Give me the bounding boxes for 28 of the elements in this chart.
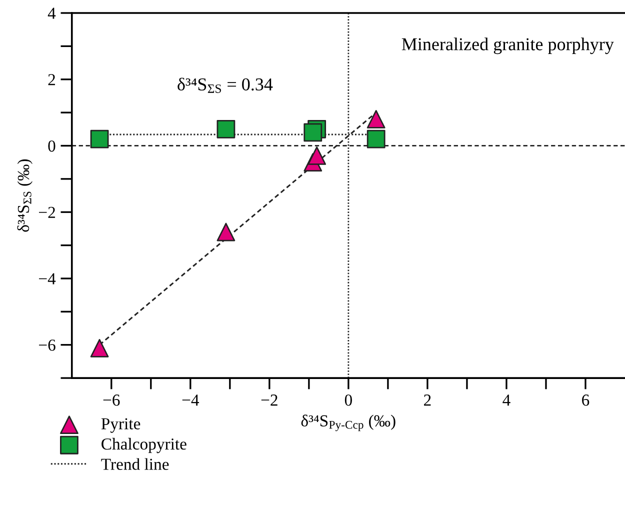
x-tick-label: 0 — [344, 394, 352, 406]
x-tick-label: −6 — [103, 394, 120, 406]
legend-label: Pyrite — [101, 418, 140, 433]
y-axis-title: δ³⁴S$_{ΣS}$ (‰) — [17, 159, 32, 232]
point — [366, 110, 386, 128]
x-tick-label: 6 — [582, 394, 590, 406]
y-tick-label: 4 — [48, 8, 56, 19]
x-tick-label: 4 — [502, 394, 510, 406]
point — [90, 338, 109, 358]
x-tick-label: 2 — [424, 394, 431, 406]
point — [216, 222, 236, 242]
legend-label: Trend line — [101, 458, 169, 470]
x-tick-label: −4 — [182, 394, 200, 406]
point — [216, 120, 236, 138]
y-tick-label: −4 — [39, 273, 56, 284]
point — [308, 146, 326, 165]
y-tick-label: 2 — [48, 74, 55, 86]
point — [90, 130, 109, 148]
y-tick-label: 0 — [48, 140, 56, 152]
x-tick-label: −2 — [261, 394, 278, 406]
x-axis-title: δ³⁴S$_{Py-Ccp}$ (‰) — [301, 414, 396, 432]
y-tick-label: −6 — [39, 340, 56, 351]
legend-label: Chalcopyrite — [102, 438, 186, 454]
point — [304, 123, 322, 142]
y-tick-label: −2 — [39, 206, 55, 218]
annotation: Mineralized granite porphyry — [402, 38, 614, 54]
point — [366, 130, 386, 148]
annotation: δ³⁴S$_{ΣS}$ = 0.34 — [178, 78, 273, 93]
